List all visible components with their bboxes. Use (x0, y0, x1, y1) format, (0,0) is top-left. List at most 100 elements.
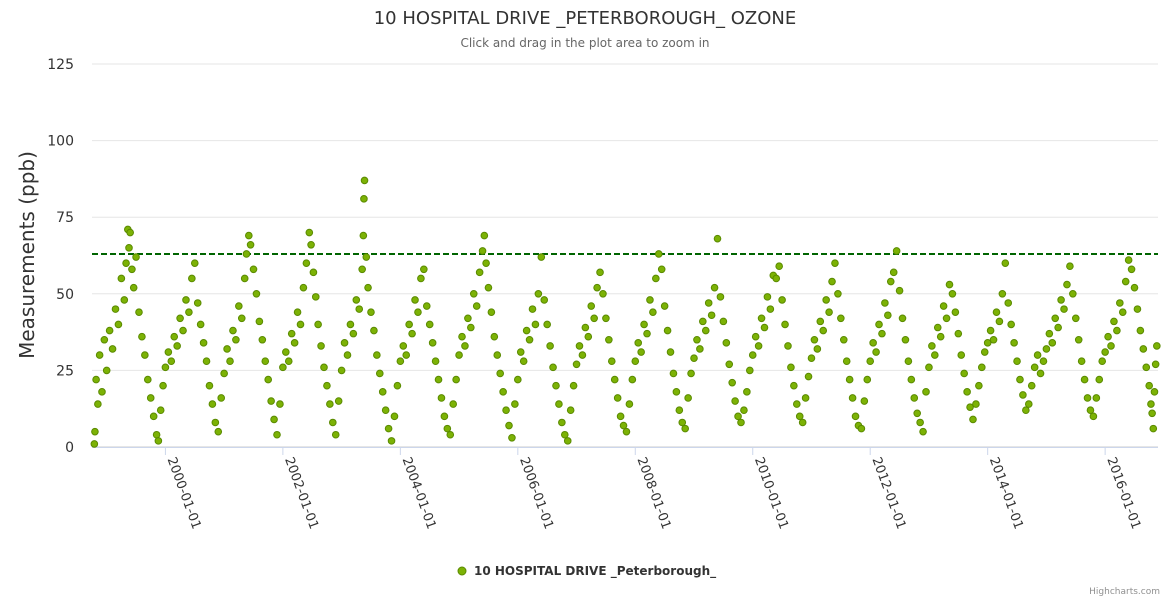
data-point[interactable] (766, 305, 775, 313)
data-point[interactable] (678, 418, 687, 427)
data-point[interactable] (775, 262, 783, 271)
data-point[interactable] (490, 332, 499, 341)
data-point[interactable] (625, 400, 634, 408)
data-point[interactable] (384, 424, 393, 433)
data-point[interactable] (555, 400, 563, 408)
data-point[interactable] (358, 265, 366, 274)
data-point[interactable] (464, 314, 472, 323)
data-point[interactable] (1074, 335, 1083, 344)
data-point[interactable] (296, 320, 305, 329)
data-point[interactable] (963, 388, 971, 396)
data-point[interactable] (869, 339, 877, 347)
data-point[interactable] (505, 421, 513, 430)
data-point[interactable] (1127, 265, 1136, 274)
data-point[interactable] (851, 412, 860, 421)
data-point[interactable] (731, 397, 739, 405)
data-point[interactable] (240, 274, 249, 283)
data-point[interactable] (284, 357, 293, 366)
data-point[interactable] (367, 308, 375, 316)
data-point[interactable] (1071, 314, 1080, 323)
data-point[interactable] (143, 375, 152, 384)
data-point[interactable] (346, 320, 355, 329)
data-point[interactable] (164, 348, 173, 356)
data-point[interactable] (713, 234, 722, 243)
data-point[interactable] (290, 339, 299, 347)
data-point[interactable] (1121, 277, 1130, 286)
data-point[interactable] (904, 357, 913, 366)
data-point[interactable] (185, 308, 193, 316)
data-point[interactable] (969, 415, 977, 424)
data-point[interactable] (945, 280, 954, 289)
data-point[interactable] (411, 296, 419, 304)
data-point[interactable] (428, 339, 437, 347)
data-point[interactable] (743, 388, 751, 396)
data-point[interactable] (983, 339, 992, 347)
data-point[interactable] (707, 311, 716, 320)
data-point[interactable] (1150, 388, 1159, 396)
data-point[interactable] (1022, 406, 1030, 415)
data-point[interactable] (704, 299, 713, 307)
data-point[interactable] (314, 320, 322, 329)
data-point[interactable] (229, 326, 237, 335)
data-point[interactable] (931, 351, 939, 359)
data-point[interactable] (531, 320, 540, 329)
data-point[interactable] (884, 311, 892, 320)
data-point[interactable] (886, 277, 895, 286)
data-point[interactable] (610, 375, 619, 384)
data-point[interactable] (1098, 357, 1107, 366)
data-point[interactable] (863, 375, 872, 384)
data-point[interactable] (480, 231, 489, 240)
data-point[interactable] (728, 378, 736, 387)
data-point[interactable] (305, 228, 314, 237)
data-point[interactable] (637, 348, 645, 356)
data-point[interactable] (613, 394, 622, 402)
data-point[interactable] (132, 253, 140, 261)
data-point[interactable] (95, 351, 104, 359)
data-point[interactable] (94, 400, 102, 408)
data-point[interactable] (519, 357, 528, 366)
data-point[interactable] (875, 320, 883, 329)
data-point[interactable] (393, 381, 402, 390)
data-point[interactable] (245, 231, 253, 240)
data-point[interactable] (822, 296, 830, 304)
data-point[interactable] (751, 332, 760, 341)
data-point[interactable] (1069, 290, 1077, 298)
data-point[interactable] (1107, 342, 1115, 350)
data-point[interactable] (663, 326, 672, 335)
data-point[interactable] (837, 314, 845, 323)
data-point[interactable] (487, 308, 496, 316)
data-point[interactable] (807, 354, 816, 362)
data-point[interactable] (687, 369, 695, 378)
data-point[interactable] (857, 424, 866, 433)
scatter-series[interactable] (90, 176, 1161, 448)
data-point[interactable] (572, 360, 581, 369)
data-point[interactable] (232, 335, 240, 344)
data-point[interactable] (575, 342, 584, 350)
data-point[interactable] (455, 351, 463, 359)
data-point[interactable] (402, 351, 411, 359)
data-point[interactable] (434, 375, 443, 384)
data-point[interactable] (235, 302, 243, 310)
data-point[interactable] (784, 342, 792, 350)
data-point[interactable] (872, 348, 880, 356)
data-point[interactable] (138, 332, 146, 341)
data-point[interactable] (326, 400, 334, 408)
data-point[interactable] (778, 296, 786, 304)
data-point[interactable] (122, 259, 130, 267)
data-point[interactable] (472, 302, 481, 310)
data-point[interactable] (437, 394, 446, 402)
data-point[interactable] (467, 323, 475, 332)
data-point[interactable] (801, 394, 810, 402)
data-point[interactable] (675, 406, 684, 415)
data-point[interactable] (359, 231, 368, 240)
data-point[interactable] (117, 274, 126, 283)
data-point[interactable] (449, 400, 458, 408)
data-point[interactable] (995, 317, 1004, 326)
data-point[interactable] (628, 375, 637, 384)
data-point[interactable] (534, 290, 543, 298)
data-point[interactable] (182, 296, 190, 304)
data-point[interactable] (928, 342, 936, 350)
data-point[interactable] (349, 329, 358, 338)
data-point[interactable] (1133, 305, 1142, 313)
data-point[interactable] (105, 326, 114, 335)
